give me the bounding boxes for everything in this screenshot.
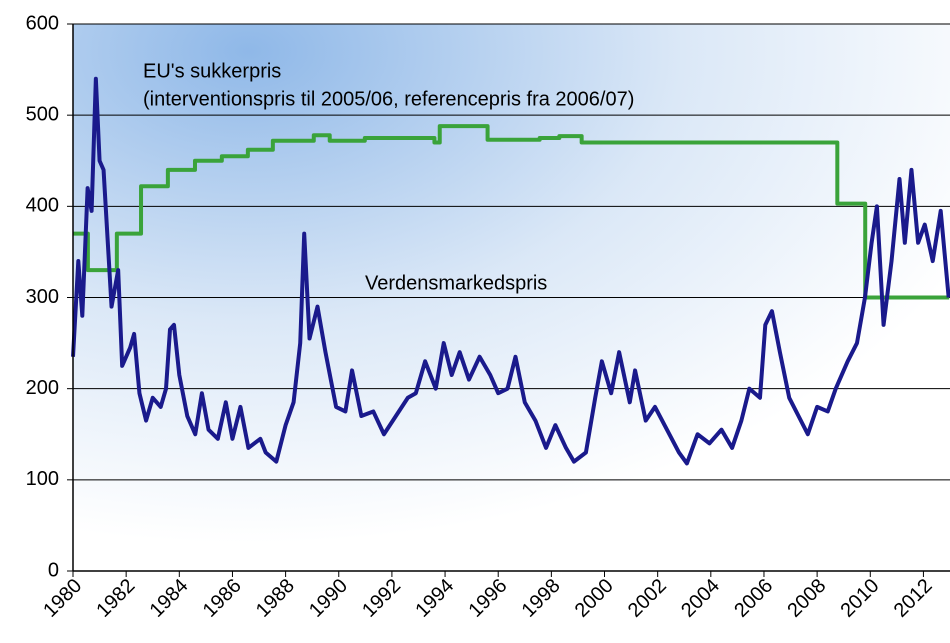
- x-tick-label: 1994: [411, 575, 458, 622]
- y-tick-label: 300: [26, 286, 59, 308]
- x-tick-label: 1992: [358, 575, 405, 622]
- series-line: [71, 76, 950, 466]
- x-tick-label: 2000: [571, 575, 618, 622]
- y-tick-label: 400: [26, 195, 59, 217]
- y-tick-label: 600: [26, 12, 59, 34]
- y-tick-label: 0: [48, 559, 59, 581]
- annotation: EU's sukkerpris: [143, 60, 281, 82]
- x-tick-label: 2008: [783, 575, 830, 622]
- x-tick-label: 2004: [677, 575, 724, 622]
- y-tick-label: 200: [26, 377, 59, 399]
- annotation: (interventionspris til 2005/06, referenc…: [143, 88, 634, 110]
- y-tick-label: 100: [26, 468, 59, 490]
- series-line: [73, 124, 950, 300]
- x-tick-label: 1998: [518, 575, 565, 622]
- x-tick-label: 1988: [252, 575, 299, 622]
- x-tick-label: 2002: [624, 575, 671, 622]
- x-tick-label: 2012: [890, 575, 937, 622]
- x-tick-label: 1990: [305, 575, 352, 622]
- x-tick-label: 1986: [199, 575, 246, 622]
- x-tick-label: 1996: [464, 575, 511, 622]
- x-tick-label: 2006: [730, 575, 777, 622]
- annotation: Verdensmarkedspris: [365, 272, 547, 294]
- lines: [71, 76, 950, 466]
- y-tick-label: 500: [26, 103, 59, 125]
- x-tick-label: 1980: [39, 575, 86, 622]
- x-tick-label: 2010: [837, 575, 884, 622]
- x-tick-label: 1982: [92, 575, 139, 622]
- x-tick-label: 1984: [146, 575, 193, 622]
